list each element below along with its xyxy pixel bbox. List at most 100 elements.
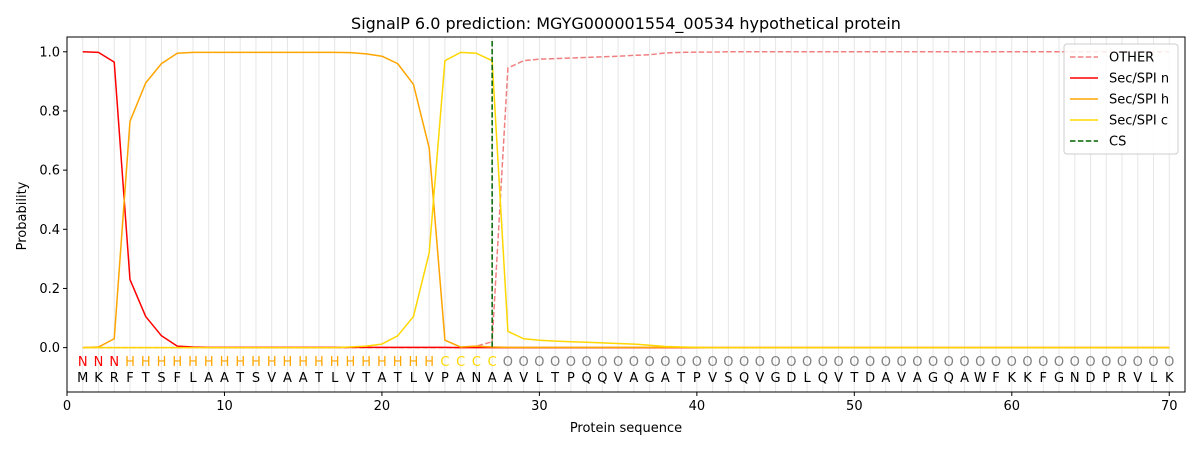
region-label: H: [283, 355, 293, 370]
legend-entry: Sec/SPI n: [1109, 72, 1169, 87]
region-label: O: [645, 355, 655, 370]
residue-letter: T: [849, 371, 858, 386]
region-label: O: [660, 355, 670, 370]
region-label: O: [503, 355, 513, 370]
region-label: H: [346, 355, 356, 370]
residue-letter: F: [126, 371, 133, 386]
region-label: O: [1085, 355, 1095, 370]
residue-letter: G: [1054, 371, 1064, 386]
region-label: N: [78, 355, 88, 370]
residue-letter: A: [299, 371, 308, 386]
residue-letter: T: [676, 371, 685, 386]
residue-letter: N: [472, 371, 482, 386]
region-label: O: [912, 355, 922, 370]
residue-letter: T: [361, 371, 370, 386]
residue-letter: D: [865, 371, 875, 386]
region-label: O: [707, 355, 717, 370]
x-tick-label: 10: [216, 399, 233, 414]
region-label: C: [440, 355, 449, 370]
series-line-sec-spi-h: [82, 51, 1170, 349]
region-label: O: [739, 355, 749, 370]
residue-letter: A: [488, 371, 497, 386]
y-tick-label: 1.0: [39, 45, 60, 60]
residue-letter: G: [771, 371, 781, 386]
series-line-other: [82, 51, 1170, 349]
region-label: O: [1022, 355, 1032, 370]
region-label: O: [975, 355, 985, 370]
residue-letter: N: [1070, 371, 1080, 386]
y-tick-label: 0.4: [39, 223, 60, 238]
series-line-sec-spi-c: [82, 51, 1170, 349]
region-label: O: [1148, 355, 1158, 370]
residue-letter: V: [755, 371, 764, 386]
legend-entry: Sec/SPI c: [1109, 114, 1168, 129]
residue-letter: T: [314, 371, 323, 386]
region-label: H: [125, 355, 135, 370]
residue-letter: L: [331, 371, 339, 386]
region-label: C: [488, 355, 497, 370]
residue-letter: V: [614, 371, 623, 386]
region-label: O: [849, 355, 859, 370]
residue-letter: V: [346, 371, 355, 386]
x-axis-label: Protein sequence: [570, 421, 682, 436]
region-label: H: [220, 355, 230, 370]
residue-letter: A: [960, 371, 969, 386]
x-tick-label: 60: [1004, 399, 1021, 414]
x-tick-label: 20: [374, 399, 391, 414]
residue-letter: K: [1165, 371, 1174, 386]
residue-letter: F: [992, 371, 999, 386]
region-label: O: [818, 355, 828, 370]
region-label: O: [582, 355, 592, 370]
residue-letter: V: [708, 371, 717, 386]
legend-frame: [1063, 43, 1179, 155]
region-label: C: [472, 355, 481, 370]
residue-letter: A: [503, 371, 512, 386]
residue-letter: M: [77, 371, 88, 386]
region-label: O: [833, 355, 843, 370]
residue-letter: Q: [597, 371, 607, 386]
region-label: H: [361, 355, 371, 370]
region-label: N: [94, 355, 104, 370]
region-label: H: [235, 355, 245, 370]
region-label: O: [1117, 355, 1127, 370]
x-tick-label: 0: [63, 399, 71, 414]
residue-letter: Q: [818, 371, 828, 386]
region-label: O: [865, 355, 875, 370]
residue-letter: T: [393, 371, 402, 386]
residue-letter: R: [110, 371, 119, 386]
residue-letter: L: [410, 371, 418, 386]
residue-letter: P: [567, 371, 575, 386]
region-label: O: [881, 355, 891, 370]
region-label: O: [1133, 355, 1143, 370]
residue-letter: S: [157, 371, 165, 386]
region-label: H: [330, 355, 340, 370]
legend-entry: Sec/SPI h: [1109, 93, 1169, 108]
y-tick-label: 0.2: [39, 282, 60, 297]
residue-letter: A: [913, 371, 922, 386]
region-label: O: [566, 355, 576, 370]
residue-letter: A: [456, 371, 465, 386]
residue-letter: G: [928, 371, 938, 386]
region-label: O: [896, 355, 906, 370]
y-tick-label: 0.6: [39, 164, 60, 179]
region-label: O: [1101, 355, 1111, 370]
region-label: H: [204, 355, 214, 370]
region-label: H: [157, 355, 167, 370]
residue-letter: L: [803, 371, 811, 386]
y-tick-label: 0.8: [39, 104, 60, 119]
residue-letter: A: [204, 371, 213, 386]
x-tick-label: 70: [1161, 399, 1178, 414]
residue-letter: A: [881, 371, 890, 386]
region-label: H: [172, 355, 182, 370]
residue-letter: V: [834, 371, 843, 386]
region-label: O: [1054, 355, 1064, 370]
legend: OTHER Sec/SPI n Sec/SPI h Sec/SPI c CS: [1063, 43, 1179, 155]
residue-letter: P: [441, 371, 449, 386]
region-label: O: [1038, 355, 1048, 370]
region-label: H: [298, 355, 308, 370]
region-label: H: [141, 355, 151, 370]
x-tick-label: 30: [531, 399, 548, 414]
region-label: O: [1007, 355, 1017, 370]
region-label: O: [755, 355, 765, 370]
